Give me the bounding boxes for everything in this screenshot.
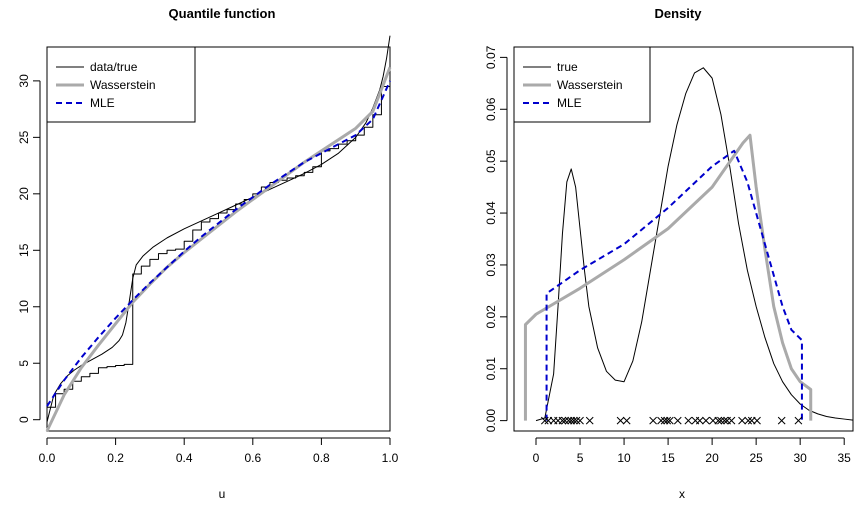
- legend-label-wasserstein: Wasserstein: [557, 78, 623, 92]
- y-tick-label: 0.07: [484, 45, 498, 69]
- x-tick-label: 0.4: [176, 451, 193, 465]
- x-tick-label: 30: [793, 451, 807, 465]
- series-line-mle: [545, 149, 803, 421]
- y-tick-label: 0: [17, 416, 31, 423]
- rug-mark: [540, 416, 549, 425]
- y-axis: 0 5 10 15 20 25 30: [17, 74, 41, 423]
- rug-mark: [570, 416, 578, 425]
- x-tick-label: 0.0: [39, 451, 56, 465]
- y-tick-label: 0.01: [484, 357, 498, 381]
- rug-mark: [714, 416, 723, 425]
- rug-mark: [794, 416, 803, 425]
- rug-mark: [561, 416, 569, 425]
- y-tick-label: 10: [17, 300, 31, 314]
- series-line-wasserstein: [523, 133, 813, 421]
- rug-mark: [717, 416, 725, 425]
- rug-mark: [738, 416, 746, 425]
- plot-area-box: [46, 46, 391, 432]
- y-tick-label: 30: [17, 74, 31, 88]
- x-tick-label: 35: [838, 451, 852, 465]
- y-tick-label: 20: [17, 187, 31, 201]
- rug-mark: [576, 416, 584, 425]
- y-tick-label: 0.02: [484, 305, 498, 329]
- y-tick-label: 0.06: [484, 97, 498, 121]
- legend: true Wasserstein MLE: [513, 46, 651, 123]
- legend: data/true Wasserstein MLE: [46, 46, 196, 123]
- x-tick-label: 20: [705, 451, 719, 465]
- chart-title: Density: [655, 6, 703, 21]
- x-tick-label: 10: [617, 451, 631, 465]
- legend-label-mle: MLE: [557, 96, 582, 110]
- rug-mark: [744, 416, 753, 425]
- legend-label-mle: MLE: [90, 96, 115, 110]
- series-line-mle: [46, 80, 391, 407]
- rug-mark: [665, 416, 674, 425]
- x-axis: 0.0 0.2 0.4 0.6 0.8 1.0: [39, 437, 399, 465]
- x-tick-label: 0.6: [244, 451, 261, 465]
- x-axis-label: x: [679, 487, 685, 501]
- x-tick-label: 15: [661, 451, 675, 465]
- plot-area-box: [513, 46, 854, 432]
- y-tick-label: 0.04: [484, 201, 498, 225]
- y-tick-label: 5: [17, 360, 31, 367]
- y-tick-label: 0.05: [484, 149, 498, 173]
- rug-marks: [540, 416, 803, 425]
- x-tick-label: 0: [533, 451, 540, 465]
- x-tick-label: 25: [749, 451, 763, 465]
- rug-mark: [753, 416, 761, 425]
- x-tick-label: 0.2: [107, 451, 124, 465]
- rug-mark: [622, 416, 631, 425]
- series-line-wasserstein: [45, 66, 392, 432]
- rug-mark: [616, 416, 625, 425]
- legend-label-data-true: data/true: [90, 60, 138, 74]
- y-tick-label: 0.00: [484, 409, 498, 433]
- rug-mark: [727, 416, 736, 425]
- legend-label-true: true: [557, 60, 578, 74]
- rug-mark: [663, 416, 672, 425]
- x-tick-label: 5: [577, 451, 584, 465]
- rug-mark: [673, 416, 682, 425]
- rug-mark: [777, 416, 786, 425]
- legend-label-wasserstein: Wasserstein: [90, 78, 156, 92]
- density-panel: Density 0 5 10 15 20 25 30 35 0.000.010.020.030…: [484, 6, 854, 501]
- rug-mark: [558, 416, 567, 425]
- chart-title: Quantile function: [169, 6, 276, 21]
- rug-mark: [720, 416, 729, 425]
- series-line-true: [535, 67, 854, 422]
- x-tick-label: 1.0: [382, 451, 399, 465]
- series-lines: [45, 35, 392, 432]
- rug-mark: [649, 416, 657, 425]
- rug-mark: [695, 416, 704, 425]
- rug-mark: [702, 416, 710, 425]
- series-line-data-true-empirical-steps: [47, 86, 390, 408]
- rug-mark: [657, 416, 665, 425]
- x-tick-label: 0.8: [313, 451, 330, 465]
- rug-mark: [585, 416, 594, 425]
- rug-mark: [684, 416, 693, 425]
- series-lines: [523, 67, 854, 422]
- y-axis: 0.00 0.01 0.02 0.03 0.04 0.05 0.06 0.07: [484, 45, 508, 433]
- y-tick-label: 0.03: [484, 253, 498, 277]
- rug-mark: [572, 416, 581, 425]
- y-tick-label: 25: [17, 130, 31, 144]
- x-axis-label: u: [219, 487, 226, 501]
- quantile-function-panel: Quantile function 0.0 0.2 0.4 0.6 0.8 1.0 0 5 1…: [17, 6, 399, 501]
- x-axis: 0 5 10 15 20 25 30 35: [533, 437, 852, 465]
- y-tick-label: 15: [17, 243, 31, 257]
